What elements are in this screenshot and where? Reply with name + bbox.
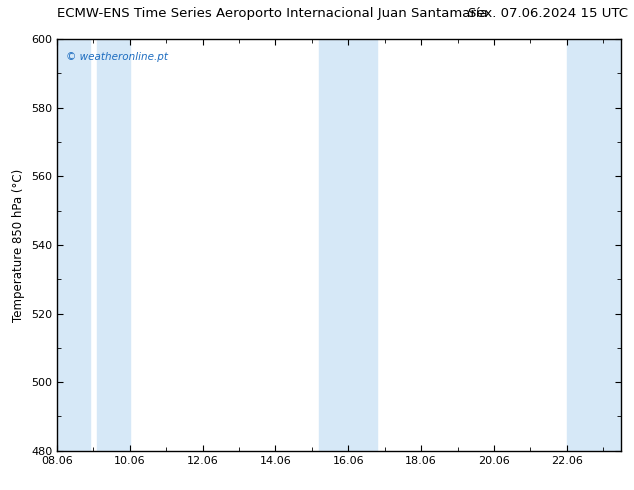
Bar — [319, 39, 377, 451]
Text: © weatheronline.pt: © weatheronline.pt — [65, 51, 167, 62]
Text: Sex. 07.06.2024 15 UTC: Sex. 07.06.2024 15 UTC — [468, 6, 628, 20]
Y-axis label: Temperature 850 hPa (°C): Temperature 850 hPa (°C) — [13, 169, 25, 321]
Text: ECMW-ENS Time Series Aeroporto Internacional Juan Santamaría: ECMW-ENS Time Series Aeroporto Internaci… — [57, 6, 488, 20]
Bar — [567, 39, 621, 451]
Bar — [97, 39, 130, 451]
Bar — [57, 39, 90, 451]
